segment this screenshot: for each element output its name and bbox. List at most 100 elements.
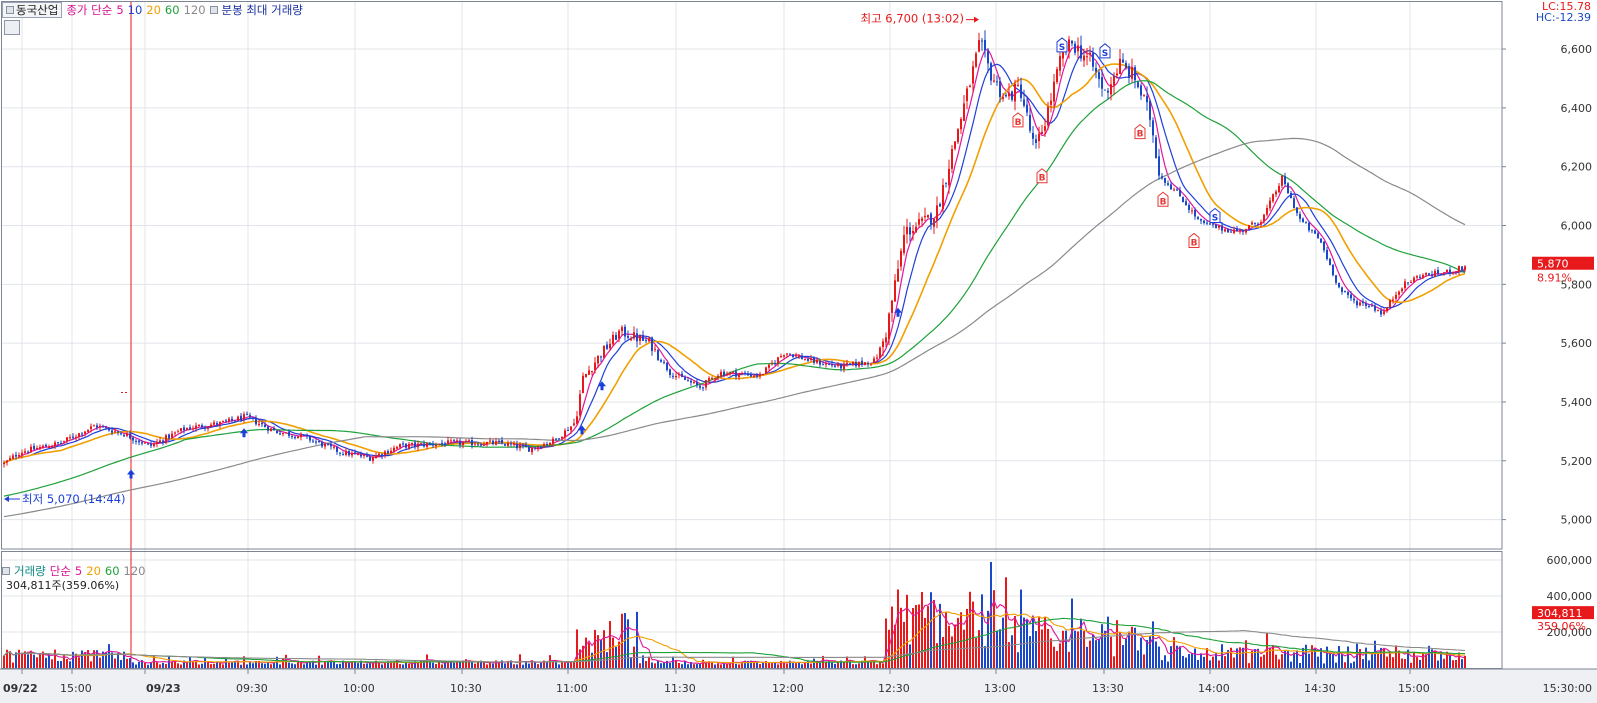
candle-body [1260,222,1262,225]
time-tick-label: 13:30 [1092,682,1124,695]
volume-bar [765,661,767,668]
current-volume-box [1532,606,1594,620]
volume-bar [573,662,575,668]
volume-bar [1344,662,1346,668]
volume-bar [1134,627,1136,668]
volume-options-icon[interactable] [2,567,10,575]
price-ma-period-120[interactable]: 120 [183,3,206,17]
volume-bar [1302,647,1304,668]
volume-bar [789,660,791,668]
candle-body [663,361,665,363]
volume-bars [3,561,1466,668]
volume-ma-period-20[interactable]: 20 [86,564,101,578]
volume-bar [969,591,971,668]
volume-bar [1212,656,1214,668]
volume-bar [1179,646,1181,668]
candle-body [945,182,947,184]
grid-toggle-icon[interactable] [4,20,20,35]
volume-bar [705,662,707,668]
volume-bar [1086,646,1088,668]
candle-body [1113,75,1115,86]
candle-body [927,215,929,218]
volume-bar [21,652,23,668]
stock-selector[interactable]: 동국산업 [2,2,63,18]
volume-bar [1092,634,1094,668]
window-menu-icon[interactable] [6,6,14,14]
volume-bar [885,618,887,668]
volume-bar [138,662,140,668]
candle-body [78,433,80,437]
candle-body [1368,305,1370,307]
price-ma-period-20[interactable]: 20 [146,3,161,17]
candle-body [213,422,215,425]
volume-bar [189,656,191,668]
volume-bar [1140,637,1142,668]
volume-bar [171,661,173,668]
volume-bar [984,646,986,668]
volume-bar [564,661,566,668]
candle-body [576,416,578,424]
candle-body [816,359,818,363]
volume-bar [84,652,86,668]
volume-ma-label: 단순 [49,564,71,578]
price-ma-period-5[interactable]: 5 [116,3,124,17]
signal-marker-label: B [1160,197,1167,207]
volume-bar [873,662,875,668]
volume-ma-period-120[interactable]: 120 [123,564,146,578]
volume-bar [336,664,338,668]
signal-marker-box [1036,168,1048,184]
time-tick-label: 09/22 [3,682,38,695]
candle-body [1410,281,1412,283]
candle-body [276,430,278,434]
volume-bar [393,661,395,668]
volume-bar [678,662,680,668]
low-price-annotation: 최저 5,070 (14:44) [22,492,126,506]
price-ma-period-10[interactable]: 10 [127,3,143,17]
volume-bar [288,662,290,668]
candle-body [147,443,149,445]
price-ma-period-60[interactable]: 60 [164,3,180,17]
volume-ma-period-5[interactable]: 5 [74,564,83,578]
volume-bar [1404,659,1406,668]
volume-bar [1443,658,1445,668]
volume-bar [495,660,497,668]
volume-bar [1395,645,1397,668]
volume-bar [570,661,572,668]
candle-body [1332,264,1334,276]
candle-body [1056,69,1058,83]
volume-bar [87,650,89,668]
volume-bar [618,641,620,668]
volume-bar [414,661,416,668]
volume-bar [999,629,1001,668]
volume-bar [663,662,665,668]
candle-body [114,431,116,433]
candle-body [1134,67,1136,81]
volume-bar [1281,654,1283,668]
volume-bar [282,658,284,668]
candle-body [1179,189,1181,197]
candle-body [426,443,428,447]
candle-body [1032,132,1034,139]
volume-bar [771,663,773,668]
volume-bar [948,625,950,668]
candle-type-label: 분봉 최대 거래량 [221,3,303,17]
volume-bar [156,662,158,668]
volume-bar [1209,660,1211,668]
volume-bar [45,657,47,668]
candle-body [942,184,944,209]
time-tick-label: 12:30 [878,682,910,695]
candle-body [87,429,89,432]
candle-options-icon[interactable] [209,6,218,14]
candle-body [837,363,839,366]
volume-bar [1164,655,1166,668]
volume-bar [1221,644,1223,668]
candle-body [1461,266,1463,270]
candle-body [141,442,143,444]
candle-body [1350,294,1352,299]
candle-body [783,355,785,357]
candle-body [459,440,461,445]
volume-ma-period-60[interactable]: 60 [104,564,120,578]
volume-bar [744,660,746,668]
volume-bar [1080,618,1082,668]
